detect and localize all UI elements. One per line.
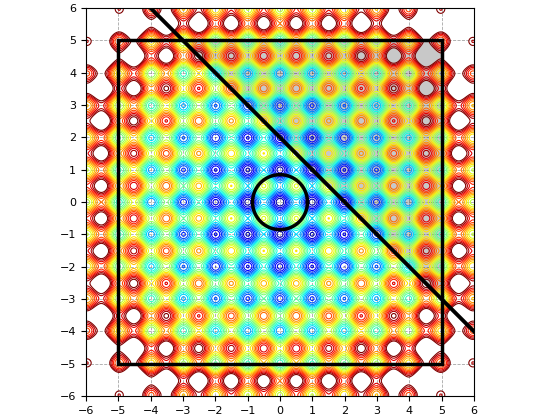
Bar	[118, 40, 442, 364]
Polygon shape	[183, 40, 442, 299]
